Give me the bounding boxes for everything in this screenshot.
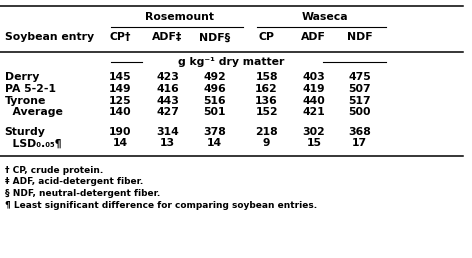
Text: ‡ ADF, acid-detergent fiber.: ‡ ADF, acid-detergent fiber. xyxy=(5,178,143,186)
Text: 403: 403 xyxy=(303,72,325,82)
Text: CP: CP xyxy=(259,33,275,42)
Text: 368: 368 xyxy=(348,127,371,136)
Text: Rosemount: Rosemount xyxy=(145,12,214,22)
Text: 158: 158 xyxy=(255,72,278,82)
Text: 492: 492 xyxy=(203,72,226,82)
Text: 517: 517 xyxy=(348,96,371,106)
Text: ¶ Least significant difference for comparing soybean entries.: ¶ Least significant difference for compa… xyxy=(5,201,317,209)
Text: 15: 15 xyxy=(306,138,321,148)
Text: 302: 302 xyxy=(303,127,325,136)
Text: 9: 9 xyxy=(263,138,270,148)
Text: ADF: ADF xyxy=(302,33,326,42)
Text: 507: 507 xyxy=(348,84,371,94)
Text: 501: 501 xyxy=(203,107,226,117)
Text: PA 5-2-1: PA 5-2-1 xyxy=(5,84,56,94)
Text: † CP, crude protein.: † CP, crude protein. xyxy=(5,166,103,175)
Text: 314: 314 xyxy=(156,127,179,136)
Text: 516: 516 xyxy=(203,96,226,106)
Text: LSD₀.₀₅¶: LSD₀.₀₅¶ xyxy=(5,138,61,148)
Text: 421: 421 xyxy=(303,107,325,117)
Text: § NDF, neutral-detergent fiber.: § NDF, neutral-detergent fiber. xyxy=(5,189,160,198)
Text: 440: 440 xyxy=(303,96,325,106)
Text: ADF‡: ADF‡ xyxy=(152,33,183,42)
Text: 475: 475 xyxy=(348,72,371,82)
Text: Soybean entry: Soybean entry xyxy=(5,33,94,42)
Text: 136: 136 xyxy=(255,96,278,106)
Text: 152: 152 xyxy=(255,107,278,117)
Text: 419: 419 xyxy=(303,84,325,94)
Text: Tyrone: Tyrone xyxy=(5,96,46,106)
Text: 125: 125 xyxy=(109,96,132,106)
Text: 423: 423 xyxy=(156,72,179,82)
Text: 140: 140 xyxy=(109,107,132,117)
Text: 500: 500 xyxy=(348,107,371,117)
Text: NDF§: NDF§ xyxy=(199,33,230,42)
Text: 13: 13 xyxy=(160,138,175,148)
Text: 14: 14 xyxy=(113,138,128,148)
Text: Sturdy: Sturdy xyxy=(5,127,46,136)
Text: g kg⁻¹ dry matter: g kg⁻¹ dry matter xyxy=(178,57,285,67)
Text: 416: 416 xyxy=(156,84,179,94)
Text: 443: 443 xyxy=(156,96,179,106)
Text: 218: 218 xyxy=(255,127,278,136)
Text: Derry: Derry xyxy=(5,72,39,82)
Text: 162: 162 xyxy=(255,84,278,94)
Text: CP†: CP† xyxy=(110,33,131,42)
Text: 496: 496 xyxy=(203,84,226,94)
Text: 427: 427 xyxy=(156,107,179,117)
Text: 14: 14 xyxy=(207,138,222,148)
Text: 149: 149 xyxy=(109,84,132,94)
Text: NDF: NDF xyxy=(347,33,372,42)
Text: 378: 378 xyxy=(203,127,226,136)
Text: Waseca: Waseca xyxy=(302,12,348,22)
Text: 145: 145 xyxy=(109,72,132,82)
Text: 190: 190 xyxy=(109,127,132,136)
Text: Average: Average xyxy=(5,107,63,117)
Text: 17: 17 xyxy=(352,138,367,148)
